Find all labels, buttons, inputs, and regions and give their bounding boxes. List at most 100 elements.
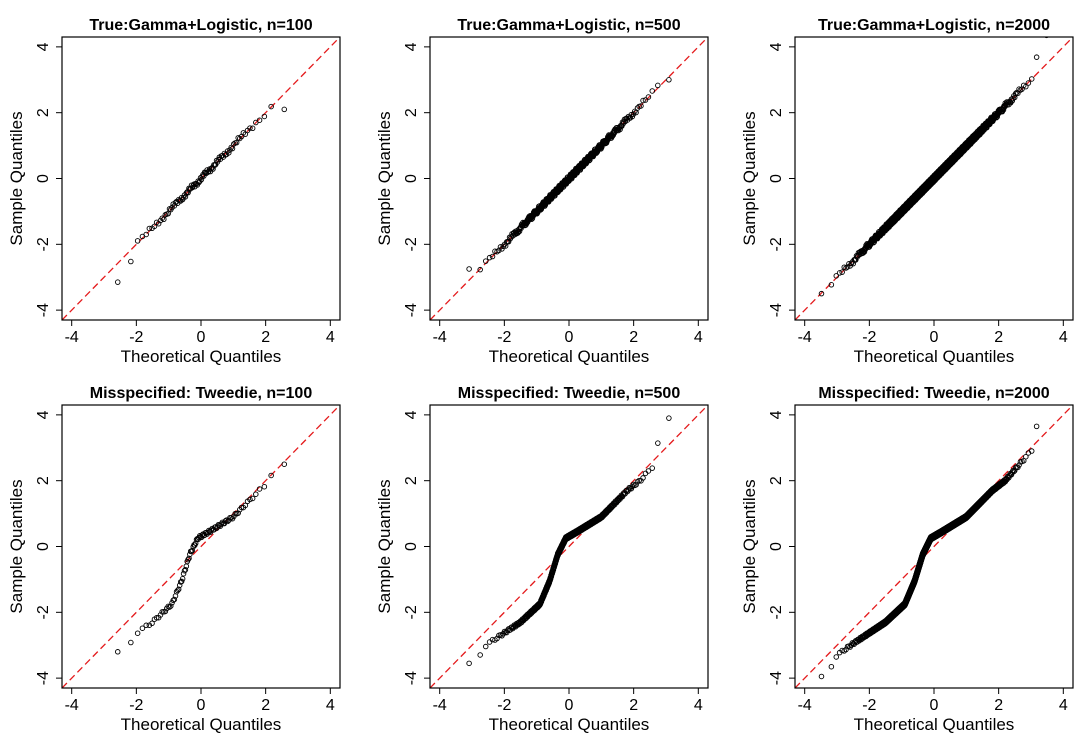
qq-point bbox=[165, 210, 171, 217]
y-tick-label: -2 bbox=[403, 605, 420, 619]
qq-point bbox=[249, 495, 256, 502]
qq-point bbox=[844, 264, 851, 270]
panel-title: Misspecified: Tweedie, n=500 bbox=[458, 385, 681, 402]
x-axis-label: Theoretical Quantiles bbox=[121, 347, 282, 366]
qq-point bbox=[143, 622, 149, 629]
qq-point bbox=[139, 625, 146, 631]
reference-line bbox=[62, 405, 340, 688]
qq-point bbox=[281, 461, 288, 467]
sample-points bbox=[114, 461, 288, 655]
y-tick-label: 2 bbox=[403, 108, 420, 117]
qq-point bbox=[1000, 107, 1007, 113]
qq-point bbox=[640, 97, 646, 104]
y-tick-label: -4 bbox=[35, 671, 52, 685]
x-tick-label: 2 bbox=[261, 697, 270, 714]
qq-point bbox=[114, 279, 121, 285]
x-tick-label: 4 bbox=[694, 329, 703, 346]
qq-point bbox=[179, 576, 186, 582]
qq-point bbox=[655, 440, 661, 446]
qq-point bbox=[482, 643, 489, 650]
qq-point bbox=[640, 475, 646, 481]
x-tick-label: 0 bbox=[197, 697, 206, 714]
qq-point bbox=[178, 578, 185, 585]
qq-point bbox=[839, 269, 845, 275]
qq-point bbox=[146, 225, 153, 232]
sample-points bbox=[818, 37, 1049, 297]
qq-point bbox=[211, 527, 217, 533]
y-tick-label: -2 bbox=[403, 237, 420, 251]
qq-point bbox=[486, 254, 493, 261]
y-tick-label: -4 bbox=[403, 303, 420, 317]
qq-point bbox=[504, 627, 511, 633]
y-axis-label: Sample Quantiles bbox=[7, 111, 26, 245]
qq-point bbox=[166, 604, 173, 610]
qq-point bbox=[642, 97, 649, 103]
y-tick-label: 2 bbox=[768, 108, 785, 117]
x-tick-label: -4 bbox=[433, 697, 447, 714]
qq-point bbox=[645, 94, 652, 100]
qq-point bbox=[172, 199, 179, 206]
qq-point bbox=[134, 238, 141, 244]
qq-point bbox=[171, 203, 178, 209]
qq-point bbox=[649, 88, 656, 94]
qq-point bbox=[197, 178, 203, 184]
x-tick-label: -2 bbox=[497, 329, 511, 346]
sample-points bbox=[114, 103, 288, 285]
sample-points bbox=[466, 415, 672, 667]
qq-point bbox=[833, 273, 840, 279]
qq-point bbox=[174, 587, 181, 594]
y-tick-label: 2 bbox=[35, 108, 52, 117]
qq-point bbox=[861, 248, 868, 255]
qq-point bbox=[631, 108, 638, 115]
qq-panel-6: Misspecified: Tweedie, n=2000-4 -2 0 2 4-4-2… bbox=[740, 385, 1074, 734]
qq-point bbox=[253, 491, 259, 497]
x-tick-label: -4 bbox=[798, 329, 812, 346]
x-tick-label: 4 bbox=[326, 697, 335, 714]
qq-point bbox=[828, 282, 835, 288]
qq-point bbox=[188, 548, 195, 555]
y-tick-label: 0 bbox=[35, 542, 52, 551]
y-axis-label: Sample Quantiles bbox=[375, 479, 394, 613]
qq-point bbox=[1023, 83, 1029, 90]
qq-point bbox=[818, 673, 825, 680]
panel-title: True:Gamma+Logistic, n=100 bbox=[89, 17, 312, 34]
qq-point bbox=[489, 253, 496, 260]
qq-point bbox=[205, 169, 211, 175]
reference-line bbox=[430, 405, 708, 688]
x-tick-label: 0 bbox=[197, 329, 206, 346]
qq-point bbox=[162, 608, 169, 615]
qq-point bbox=[638, 103, 644, 109]
qq-point bbox=[134, 630, 141, 636]
x-axis-label: Theoretical Quantiles bbox=[121, 715, 282, 734]
y-tick-label: 4 bbox=[768, 42, 785, 51]
y-axis-label: Sample Quantiles bbox=[375, 111, 394, 245]
x-tick-label: 0 bbox=[565, 329, 574, 346]
qq-point bbox=[153, 615, 160, 621]
qq-panel-2: True:Gamma+Logistic, n=500-4 -2 0 2 4-4-2024… bbox=[375, 17, 709, 366]
qq-point bbox=[466, 266, 472, 272]
x-tick-label: 4 bbox=[326, 329, 335, 346]
y-tick-label: -4 bbox=[768, 303, 785, 317]
panel-title: True:Gamma+Logistic, n=2000 bbox=[818, 17, 1050, 34]
qq-point bbox=[261, 483, 268, 490]
x-tick-label: -4 bbox=[65, 697, 79, 714]
y-tick-label: 4 bbox=[403, 42, 420, 51]
qq-point bbox=[666, 415, 672, 421]
qq-point bbox=[228, 515, 234, 521]
qq-point bbox=[128, 258, 134, 265]
qq-point bbox=[499, 246, 505, 252]
qq-point bbox=[482, 258, 489, 264]
qq-point bbox=[630, 481, 637, 488]
qq-point bbox=[181, 567, 188, 574]
qq-point bbox=[843, 646, 849, 653]
y-tick-label: 4 bbox=[35, 42, 52, 51]
qq-point bbox=[249, 125, 256, 132]
x-tick-label: -2 bbox=[862, 329, 876, 346]
x-tick-label: 2 bbox=[994, 329, 1003, 346]
y-tick-label: -2 bbox=[35, 605, 52, 619]
qq-point bbox=[168, 603, 174, 609]
qq-point bbox=[171, 596, 178, 603]
qq-point bbox=[231, 141, 237, 147]
qq-point bbox=[187, 551, 193, 558]
reference-line bbox=[795, 405, 1073, 688]
